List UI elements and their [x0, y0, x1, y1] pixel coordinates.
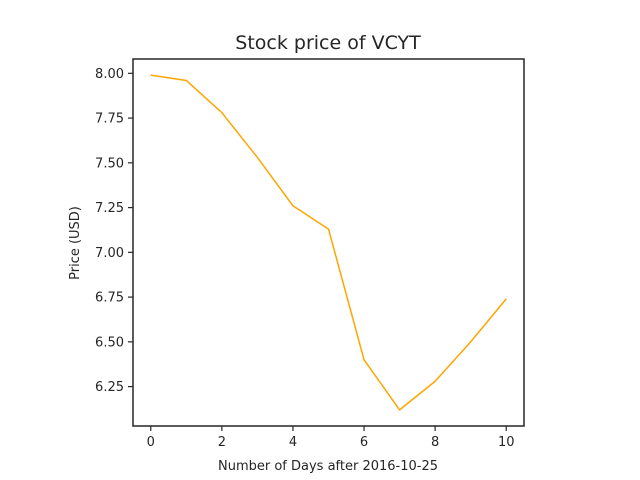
y-axis-label: Price (USD) [68, 206, 83, 280]
y-tick-label: 7.50 [95, 156, 124, 171]
x-tick-label: 0 [147, 435, 155, 450]
series-line-0 [150, 74, 507, 411]
y-tick-label: 7.00 [95, 246, 124, 261]
y-tick-label: 8.00 [95, 67, 124, 82]
y-tick-label: 6.50 [95, 335, 124, 350]
plot-area [150, 74, 507, 411]
x-axis-label: Number of Days after 2016-10-25 [218, 459, 438, 474]
chart-title: Stock price of VCYT [235, 32, 421, 54]
x-tick-label: 2 [218, 435, 226, 450]
x-tick-label: 10 [498, 435, 515, 450]
y-tick-label: 6.25 [95, 380, 124, 395]
x-axis-ticks: 0 2 4 6 8 10 [147, 426, 515, 450]
x-tick-label: 6 [360, 435, 368, 450]
y-tick-label: 7.25 [95, 201, 124, 216]
x-tick-label: 4 [289, 435, 297, 450]
y-axis-ticks: 6.25 6.50 6.75 7.00 7.25 7.50 7.75 8.00 [95, 67, 133, 395]
x-tick-label: 8 [431, 435, 439, 450]
y-tick-label: 7.75 [95, 112, 124, 127]
axes-frame [132, 58, 525, 427]
y-tick-label: 6.75 [95, 291, 124, 306]
